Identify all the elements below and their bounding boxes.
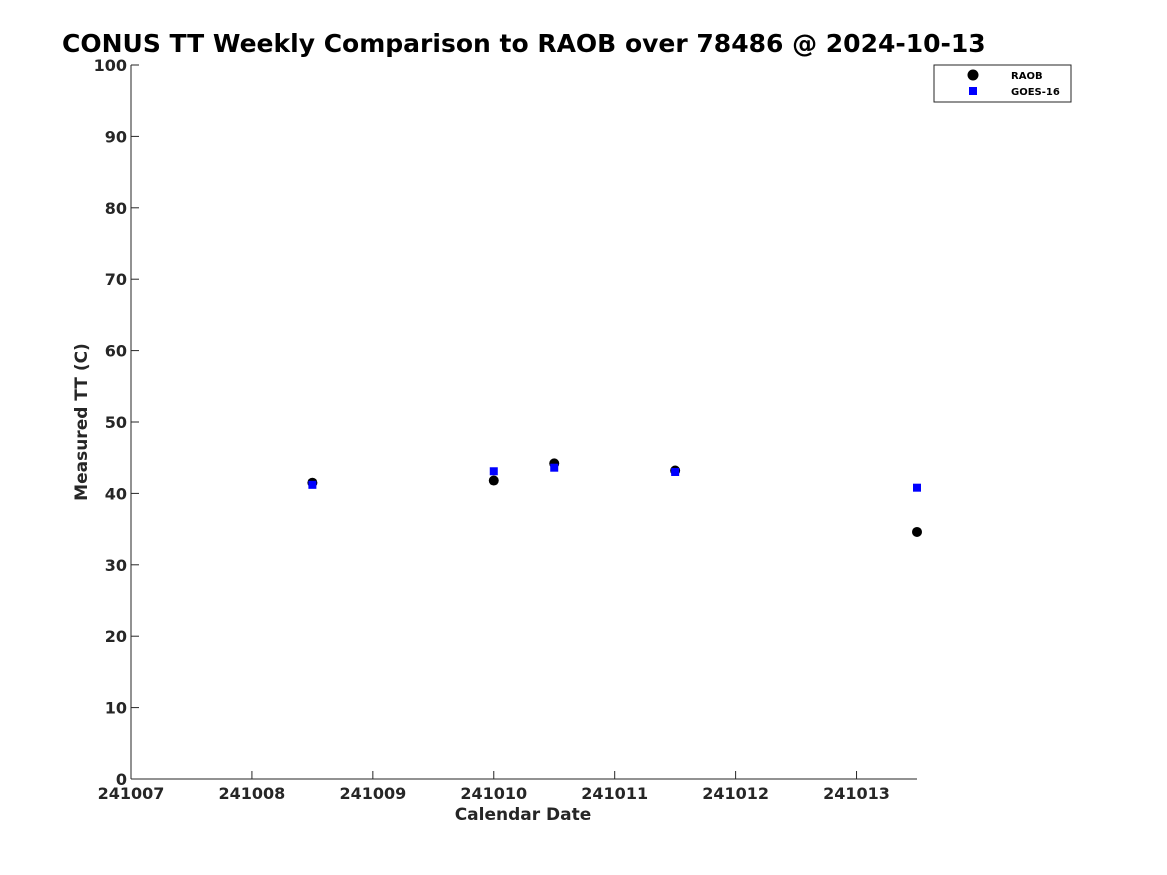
- x-axis-label: Calendar Date: [455, 805, 592, 825]
- x-tick-label: 241013: [823, 784, 890, 803]
- y-tick-label: 20: [105, 627, 127, 646]
- x-tick-label: 241012: [702, 784, 769, 803]
- raob-point: [912, 526, 922, 537]
- y-tick-label: 90: [105, 127, 127, 146]
- y-tick-label: 100: [94, 56, 127, 75]
- legend-label: GOES-16: [1011, 87, 1060, 98]
- legend: RAOB GOES-16: [933, 64, 1072, 103]
- legend-label: RAOB: [1011, 71, 1043, 82]
- y-axis-label: Measured TT (C): [72, 343, 92, 501]
- goes-16-point: [913, 483, 921, 492]
- axes: 0 10 20 30 40 50 60 70 80 90 100 241007 241008 241009…: [94, 56, 917, 803]
- x-tick-label: 241007: [98, 784, 165, 803]
- chart-title: CONUS TT Weekly Comparison to RAOB over …: [62, 29, 986, 58]
- y-tick-label: 40: [105, 484, 127, 503]
- x-tick-label: 241009: [339, 784, 406, 803]
- goes-16-point: [489, 467, 498, 476]
- legend-marker-goes-16: [969, 87, 977, 95]
- y-tick-label: 60: [105, 342, 127, 361]
- x-tick-label: 241010: [460, 784, 527, 803]
- x-tick-label: 241008: [219, 784, 286, 803]
- y-tick-label: 50: [105, 413, 127, 432]
- y-tick-label: 0: [116, 770, 127, 789]
- legend-marker-raob: [967, 69, 979, 81]
- y-tick-label: 70: [105, 270, 127, 289]
- goes-16-point: [308, 480, 317, 489]
- goes-16-point: [550, 463, 559, 472]
- raob-point: [488, 475, 499, 486]
- legend-box: [933, 64, 1072, 103]
- x-tick-label: 241011: [581, 784, 648, 803]
- goes-16-point: [671, 467, 680, 476]
- y-tick-label: 10: [105, 699, 127, 718]
- data-points: [307, 458, 922, 537]
- y-tick-label: 80: [105, 199, 127, 218]
- y-tick-label: 30: [105, 556, 127, 575]
